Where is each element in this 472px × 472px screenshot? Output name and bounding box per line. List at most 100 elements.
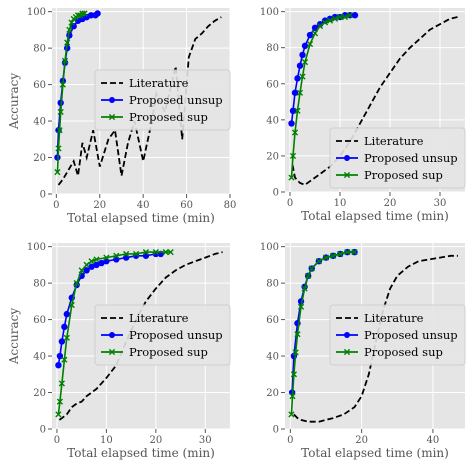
series-group [54, 10, 222, 186]
y-tick-label: 20 [266, 388, 279, 399]
legend-marker-proposed-unsup [344, 155, 350, 161]
legend-marker-proposed-unsup [344, 332, 350, 338]
y-tick-label: 60 [33, 80, 46, 91]
data-point-proposed-sup [74, 12, 82, 19]
data-point-proposed-sup [167, 249, 174, 256]
data-point-proposed-sup [289, 152, 297, 160]
y-tick-label: 100 [27, 242, 46, 253]
data-point-proposed-sup [311, 30, 319, 37]
data-point-proposed-sup [289, 393, 296, 400]
series-group [55, 249, 223, 421]
data-point-proposed-sup [63, 334, 70, 341]
x-tick-label: 20 [93, 200, 106, 211]
data-point-proposed-sup [297, 303, 305, 310]
x-tick-label: 10 [100, 435, 113, 446]
data-point-proposed-sup [78, 267, 85, 274]
legend-label-literature: Literature [129, 311, 189, 325]
data-point-proposed-sup [113, 252, 120, 259]
legend: Literature Proposed unsup Proposed sup [94, 69, 231, 131]
data-point-proposed-sup [73, 280, 80, 287]
data-point-proposed-sup [288, 411, 295, 418]
data-point-proposed-unsup [289, 107, 297, 115]
data-point-proposed-sup [54, 169, 61, 176]
data-point-proposed-unsup [98, 259, 105, 267]
data-point-proposed-sup [306, 40, 314, 48]
data-point-proposed-unsup [83, 267, 90, 274]
data-point-proposed-sup [344, 249, 351, 256]
y-tick-label: 0 [40, 190, 46, 201]
data-point-proposed-sup [61, 57, 69, 64]
legend-label-proposed-unsup: Proposed unsup [364, 151, 458, 165]
data-point-proposed-sup [79, 10, 86, 17]
legend-label-literature: Literature [129, 76, 189, 90]
data-point-proposed-unsup [58, 338, 66, 345]
data-point-proposed-sup [330, 252, 337, 259]
data-point-proposed-sup [61, 356, 68, 363]
legend-label-proposed-unsup: Proposed unsup [129, 93, 223, 107]
legend: Literature Proposed unsup Proposed sup [329, 127, 466, 189]
data-point-proposed-sup [132, 250, 140, 258]
x-tick-label: 20 [384, 198, 397, 209]
data-point-proposed-unsup [301, 42, 309, 50]
data-point-proposed-sup [142, 249, 150, 256]
x-tick-label: 10 [334, 198, 347, 209]
data-point-proposed-sup [337, 250, 344, 258]
y-tick-label: 80 [266, 279, 279, 290]
data-point-proposed-sup [322, 254, 330, 261]
data-point-proposed-sup [55, 411, 62, 418]
x-tick-label: 60 [180, 200, 193, 211]
data-point-proposed-unsup [296, 62, 304, 69]
x-tick-label: 30 [199, 435, 212, 446]
data-point-proposed-sup [103, 254, 110, 261]
data-point-proposed-sup [292, 349, 299, 356]
series-line-literature [293, 254, 458, 423]
y-tick-label: 40 [266, 352, 279, 363]
data-point-proposed-sup [296, 89, 304, 96]
data-point-proposed-sup [308, 265, 315, 272]
data-point-proposed-sup [351, 249, 358, 256]
data-point-proposed-sup [315, 258, 322, 265]
y-tick-label: 0 [273, 188, 279, 199]
data-point-proposed-sup [57, 108, 64, 116]
legend-label-proposed-unsup: Proposed unsup [129, 328, 223, 342]
data-point-proposed-sup [288, 174, 295, 181]
data-point-proposed-sup [321, 19, 329, 26]
x-tick-label: 40 [427, 435, 440, 446]
data-point-proposed-sup [336, 13, 344, 21]
data-point-proposed-sup [301, 59, 309, 66]
legend-marker-proposed-sup [108, 113, 116, 121]
data-point-proposed-sup [56, 127, 63, 134]
x-tick-label: 0 [53, 200, 59, 211]
data-point-proposed-unsup [306, 31, 314, 39]
legend-label-proposed-sup: Proposed sup [129, 110, 208, 124]
data-point-proposed-unsup [94, 10, 101, 17]
y-axis-label: Accuracy [7, 73, 21, 130]
data-point-proposed-sup [152, 249, 159, 256]
data-point-proposed-sup [331, 15, 339, 22]
x-axis-label: Total elapsed time (min) [301, 446, 449, 460]
series-group [288, 248, 458, 423]
x-axis-label: Total elapsed time (min) [67, 211, 215, 225]
data-point-proposed-sup [81, 10, 88, 17]
legend-marker-proposed-unsup [109, 332, 115, 338]
data-point-proposed-sup [55, 145, 62, 152]
legend-box [94, 69, 231, 131]
data-point-proposed-unsup [93, 261, 100, 269]
y-axis-label: Accuracy [7, 308, 21, 365]
data-point-proposed-sup [64, 39, 71, 46]
chart-panel-1: 0 20 40 60 80 100 0 20 40 60 80 Total elapsed time … [7, 7, 236, 225]
data-point-proposed-sup [346, 12, 354, 19]
y-tick-label: 100 [260, 7, 279, 18]
x-tick-label: 0 [54, 435, 60, 446]
data-point-proposed-sup [56, 398, 64, 405]
data-point-proposed-unsup [288, 120, 295, 127]
data-point-proposed-sup [294, 331, 301, 338]
y-tick-label: 100 [260, 242, 279, 253]
data-point-proposed-unsup [55, 126, 62, 134]
data-point-proposed-unsup [63, 310, 71, 318]
data-point-proposed-sup [93, 256, 100, 263]
